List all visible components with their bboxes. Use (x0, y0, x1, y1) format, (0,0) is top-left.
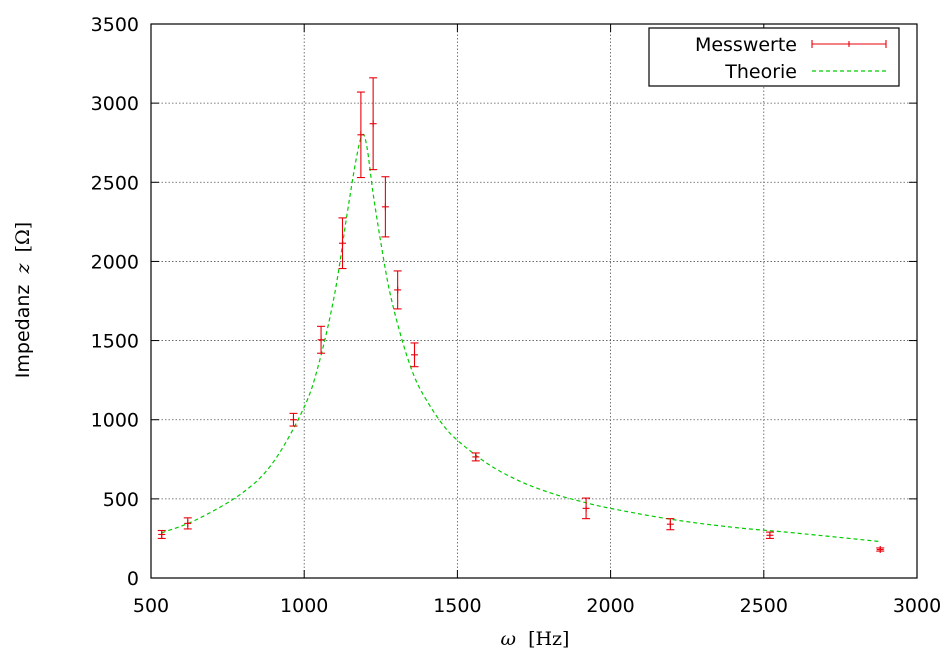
legend: Messwerte Theorie (648, 27, 900, 87)
data-point (876, 546, 885, 554)
x-tick-label: 3000 (893, 595, 941, 617)
y-tick-label: 1500 (91, 331, 139, 353)
legend-box (648, 27, 900, 87)
grid (151, 24, 917, 578)
data-point (157, 529, 166, 539)
y-axis-title: Impedanz z [Ω] (12, 222, 34, 378)
x-axis-symbol: ω (501, 628, 517, 650)
data-point (393, 270, 402, 310)
svg-text:Impedanz z [Ω]: Impedanz z [Ω] (12, 222, 34, 378)
x-axis-title: ω [Hz] (501, 628, 570, 650)
y-tick-label: 2000 (91, 251, 139, 273)
data-point (317, 325, 326, 354)
plot-frame (150, 23, 918, 579)
data-point (338, 217, 347, 270)
data-point (369, 77, 378, 171)
theory-curve (161, 133, 881, 543)
data-point (356, 91, 365, 179)
x-tick-label: 1500 (433, 595, 481, 617)
y-tick-label: 1000 (91, 410, 139, 432)
legend-sample-messwerte (811, 40, 887, 48)
data-point (666, 518, 675, 531)
y-axis-unit: [Ω] (12, 222, 34, 253)
data-point (410, 342, 419, 368)
data-point (381, 176, 390, 238)
x-tick-label: 2000 (586, 595, 634, 617)
x-tick-labels: 500 1000 1500 2000 2500 3000 (133, 595, 941, 617)
legend-label-messwerte: Messwerte (695, 34, 797, 56)
y-tick-label: 500 (103, 489, 139, 511)
y-axis-label-text: Impedanz (12, 285, 34, 379)
tick-marks (150, 23, 918, 579)
data-point (582, 497, 591, 520)
y-tick-label: 3500 (91, 14, 139, 36)
x-tick-label: 500 (133, 595, 169, 617)
y-tick-label: 3000 (91, 93, 139, 115)
x-tick-label: 2500 (740, 595, 788, 617)
x-tick-label: 1000 (280, 595, 328, 617)
svg-text:ω [Hz]: ω [Hz] (501, 628, 570, 650)
data-point (183, 517, 192, 530)
data-point (471, 452, 480, 462)
y-axis-symbol: z (12, 263, 34, 275)
x-axis-unit: [Hz] (528, 628, 569, 650)
data-point (765, 531, 774, 539)
legend-label-theorie: Theorie (724, 61, 797, 83)
measurement-points (157, 77, 885, 554)
y-tick-label: 0 (127, 568, 139, 590)
y-tick-label: 2500 (91, 172, 139, 194)
theory-line (161, 133, 881, 543)
y-tick-labels: 0 500 1000 1500 2000 2500 3000 3500 (91, 14, 139, 590)
data-point (289, 412, 298, 427)
